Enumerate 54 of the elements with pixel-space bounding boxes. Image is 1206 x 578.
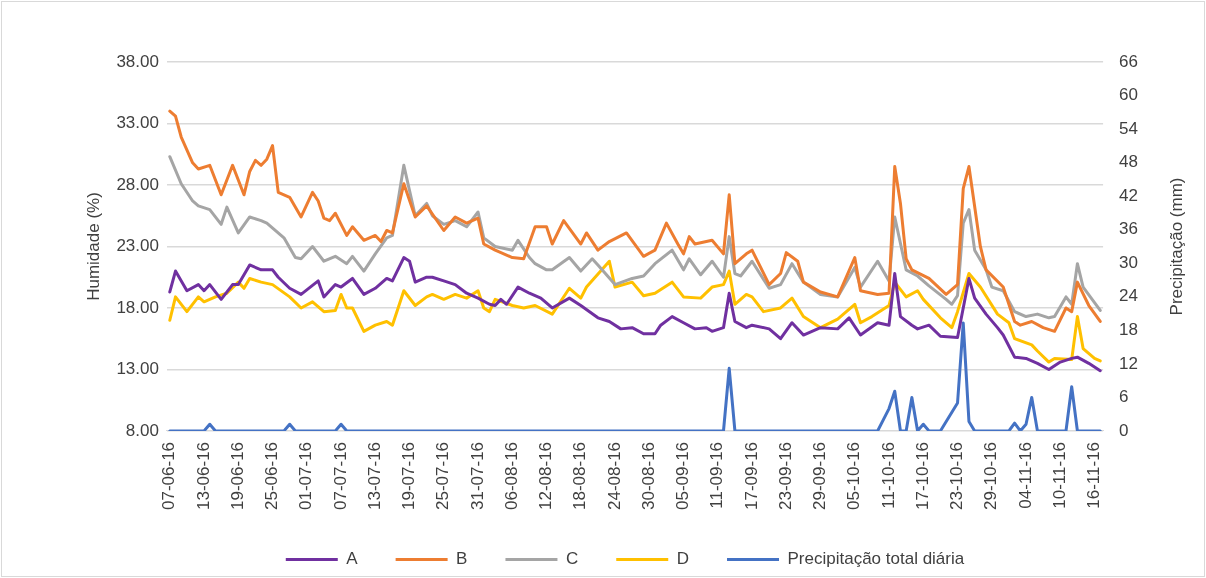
x-tick-label: 19-06-16 [227,441,247,511]
x-tick-label: 16-11-16 [1084,441,1104,509]
x-tick-label: 05-10-16 [844,441,864,511]
legend-label: Precipitação total diária [787,549,965,569]
x-tick-label: 13-07-16 [364,441,384,511]
x-tick-label: 07-06-16 [159,441,179,511]
x-tick-label: 05-09-16 [673,441,693,511]
x-tick-label: 01-07-16 [296,441,316,511]
x-tick-label: 31-07-16 [467,441,487,511]
x-tick-label: 11-09-16 [707,441,727,509]
y-tick-label: 8.00 [125,420,159,440]
x-tick-label: 17-09-16 [741,441,761,511]
y-tick-label: 13.00 [116,359,159,379]
x-tick-label: 23-10-16 [947,441,967,511]
y2-tick-label: 24 [1119,286,1139,306]
x-tick-label: 04-11-16 [1015,441,1035,509]
x-tick-label: 17-10-16 [912,441,932,511]
y2-tick-label: 48 [1119,152,1139,172]
y2-tick-label: 0 [1119,420,1129,440]
legend-label: A [346,549,359,569]
x-tick-label: 25-06-16 [262,441,282,511]
x-tick-label: 29-10-16 [981,441,1001,511]
y-tick-label: 33.00 [116,113,159,133]
y-tick-label: 23.00 [116,236,159,256]
x-tick-label: 30-08-16 [638,441,658,511]
x-tick-label: 23-09-16 [775,441,795,511]
y2-tick-label: 60 [1119,85,1139,105]
legend-label: B [456,549,468,569]
y2-tick-label: 66 [1119,51,1139,71]
x-tick-label: 13-06-16 [193,441,213,511]
x-tick-label: 11-10-16 [878,441,898,509]
y-tick-label: 18.00 [116,297,159,317]
x-tick-label: 07-07-16 [330,441,350,511]
legend-label: C [565,549,579,569]
y2-tick-label: 30 [1119,252,1139,272]
y2-tick-label: 12 [1119,353,1139,373]
y-axis-title: Humidade (%) [83,192,103,301]
y2-tick-label: 6 [1119,387,1129,407]
y2-tick-label: 18 [1119,320,1139,340]
x-tick-label: 25-07-16 [433,441,453,511]
x-tick-label: 18-08-16 [570,441,590,511]
y2-tick-label: 36 [1119,219,1139,239]
legend-label: D [676,549,690,569]
y-tick-label: 28.00 [116,174,159,194]
x-tick-label: 12-08-16 [536,441,556,511]
x-tick-label: 19-07-16 [399,441,419,511]
x-tick-label: 24-08-16 [604,441,624,511]
y2-tick-label: 42 [1119,185,1139,205]
y-tick-label: 38.00 [116,51,159,71]
y2-tick-label: 54 [1119,118,1139,138]
x-tick-label: 06-08-16 [501,441,521,511]
y2-axis-title: Precipitação (mm) [1167,177,1187,316]
x-tick-label: 29-09-16 [810,441,830,511]
x-tick-label: 10-11-16 [1049,441,1069,509]
